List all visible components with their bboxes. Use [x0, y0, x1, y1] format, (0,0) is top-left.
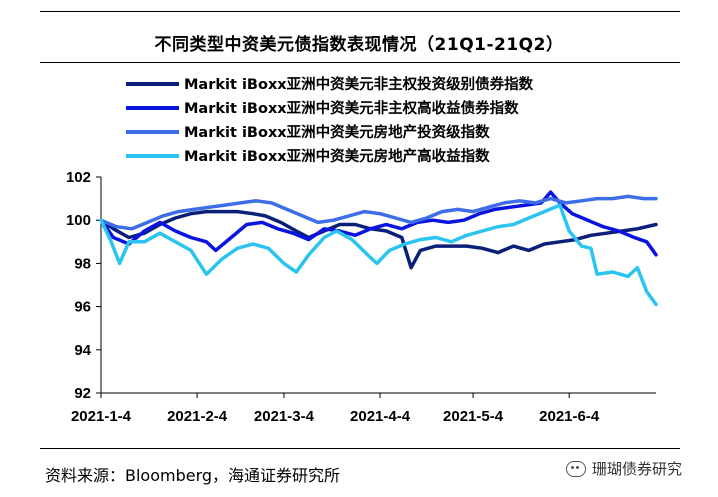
legend-label-2: Markit iBoxx亚洲中资美元非主权高收益债券指数	[184, 99, 519, 117]
y-tick-label: 102	[66, 169, 91, 186]
y-tick-label: 98	[74, 255, 91, 272]
series-line-2	[99, 190, 658, 257]
watermark-text: 珊瑚债券研究	[592, 460, 683, 478]
series-line-1	[99, 209, 658, 270]
y-tick-label: 100	[66, 212, 91, 229]
x-tick-label: 2021-4-4	[350, 408, 411, 425]
legend-label-4: Markit iBoxx亚洲中资美元房地产高收益指数	[184, 147, 490, 165]
title-rule	[40, 62, 680, 63]
bottom-rule	[40, 448, 680, 449]
legend-label-1: Markit iBoxx亚洲中资美元非主权投资级别债券指数	[184, 75, 534, 93]
x-tick-label: 2021-5-4	[443, 408, 504, 425]
chart-title: 不同类型中资美元债指数表现情况（21Q1-21Q2）	[154, 35, 564, 55]
y-tick-label: 94	[74, 342, 91, 359]
source-note: 资料来源：Bloomberg，海通证券研究所	[45, 466, 341, 485]
series-line-4	[99, 203, 658, 307]
watermark: 珊瑚债券研究	[566, 458, 682, 479]
x-tick-label: 2021-1-4	[71, 408, 132, 425]
y-tick-label: 92	[74, 385, 91, 402]
y-tick-label: 96	[74, 299, 91, 316]
legend-label-3: Markit iBoxx亚洲中资美元房地产投资级指数	[184, 123, 490, 141]
x-tick-label: 2021-6-4	[539, 408, 600, 425]
x-tick-label: 2021-2-4	[167, 408, 228, 425]
wechat-icon	[566, 460, 586, 477]
top-rule	[40, 11, 680, 12]
series-line-3	[99, 194, 658, 231]
x-tick-label: 2021-3-4	[254, 408, 315, 425]
